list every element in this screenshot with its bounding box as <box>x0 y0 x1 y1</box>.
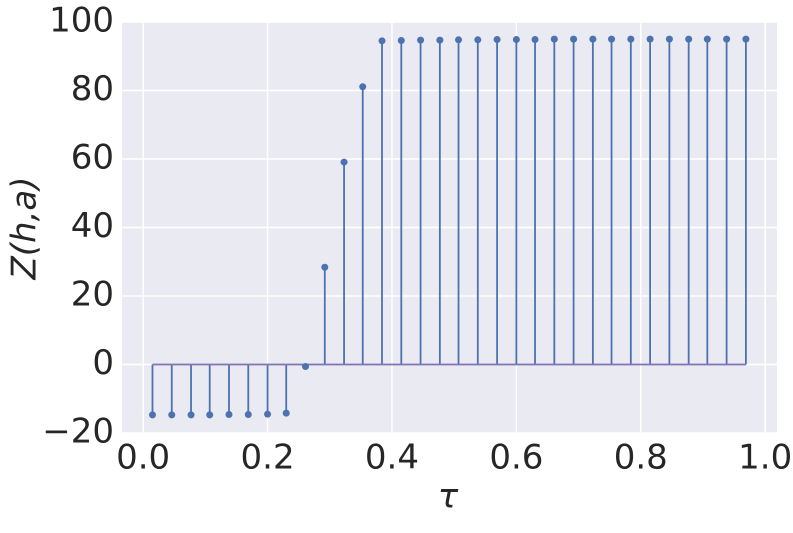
y-axis-label: Z(h,a) <box>5 176 45 280</box>
stem-marker <box>397 36 405 44</box>
x-tick-label: 1.0 <box>738 438 792 478</box>
stem-marker <box>589 35 597 43</box>
x-tick-label: 0.6 <box>489 438 543 478</box>
stem-marker <box>493 35 501 43</box>
stem-marker <box>206 411 214 419</box>
stem-marker <box>703 35 711 43</box>
x-axis-label: τ <box>438 477 459 517</box>
stem-marker <box>742 35 750 43</box>
y-tick-label: 60 <box>71 138 114 178</box>
stem-marker <box>531 35 539 43</box>
stem-marker <box>723 35 731 43</box>
x-tick-label: 0.4 <box>365 438 419 478</box>
stem-marker <box>187 411 195 419</box>
stem-marker <box>627 35 635 43</box>
x-tick-label: 0.8 <box>614 438 668 478</box>
y-tick-label: 0 <box>92 343 114 383</box>
x-tick-label: 0.0 <box>116 438 170 478</box>
x-tick-label: 0.2 <box>241 438 295 478</box>
stem-marker <box>417 36 425 44</box>
stem-marker <box>550 35 558 43</box>
stem-marker <box>665 35 673 43</box>
y-tick-label: 100 <box>49 1 114 41</box>
stem-marker <box>378 37 386 45</box>
stem-marker <box>168 411 176 419</box>
stem-marker <box>282 409 290 417</box>
stem-marker <box>301 363 309 371</box>
stem-marker <box>436 36 444 44</box>
y-tick-label: 40 <box>71 206 114 246</box>
stem-marker <box>685 35 693 43</box>
y-tick-label: 80 <box>71 69 114 109</box>
stem-marker <box>512 35 520 43</box>
stem-marker <box>359 83 367 91</box>
stem-marker <box>321 263 329 271</box>
y-tick-label: 20 <box>71 275 114 315</box>
stem-marker <box>244 411 252 419</box>
y-tick-label: −20 <box>42 412 114 452</box>
stem-marker <box>148 411 156 419</box>
stem-marker <box>570 35 578 43</box>
stem-marker <box>340 158 348 166</box>
stem-marker <box>455 36 463 44</box>
stem-marker <box>264 410 272 418</box>
stem-marker <box>608 35 616 43</box>
stem-marker <box>474 36 482 44</box>
stem-marker <box>225 411 233 419</box>
stem-marker <box>646 35 654 43</box>
